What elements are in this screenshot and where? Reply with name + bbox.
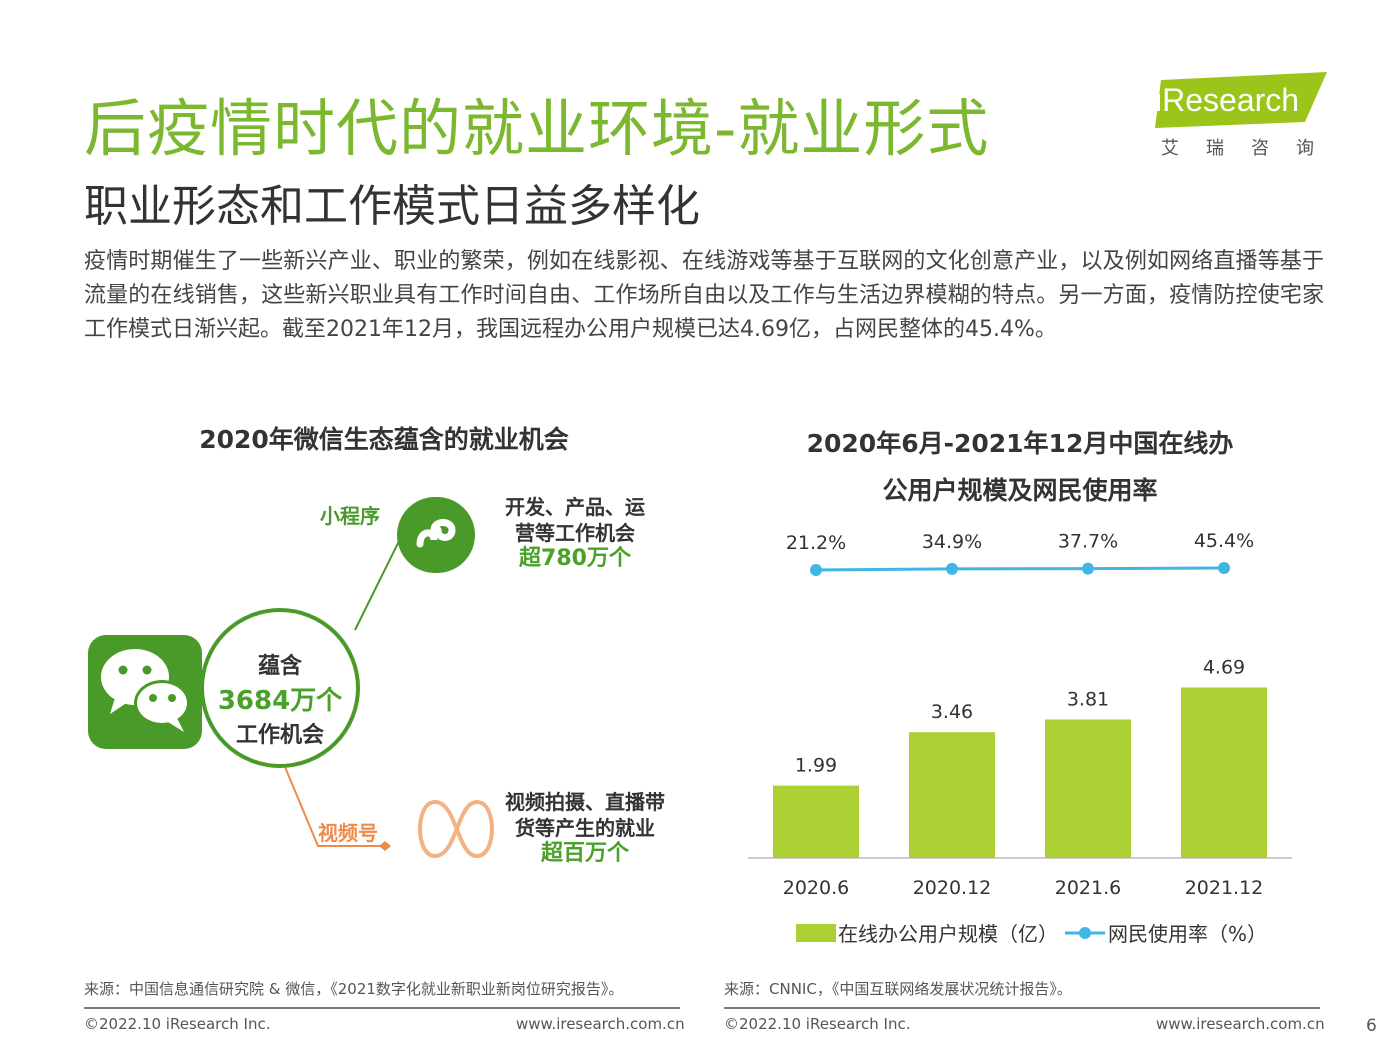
x-tick-label: 2021.6: [1055, 877, 1121, 899]
bar-2020.12: [909, 732, 995, 858]
left-panel-title: 2020年微信生态蕴含的就业机会: [199, 425, 569, 454]
x-tick-label: 2021.12: [1185, 877, 1264, 899]
logo-banner-shape: [1155, 72, 1327, 128]
mini-program-desc-line1: 开发、产品、运: [505, 495, 645, 519]
mini-program-description: 开发、产品、运 营等工作机会 超780万个: [490, 494, 660, 572]
center-line3: 工作机会: [235, 723, 324, 748]
usage-rate-point: [1218, 562, 1230, 574]
usage-rate-label: 37.7%: [1058, 531, 1118, 553]
channels-icon: [418, 799, 494, 859]
chart-title-line1: 2020年6月-2021年12月中国在线办: [806, 429, 1234, 458]
legend-line-marker: [1079, 927, 1091, 939]
usage-rate-label: 34.9%: [922, 531, 982, 553]
left-source: 来源：中国信息通信研究院 & 微信，《2021数字化就业新职业新岗位研究报告》。: [84, 980, 624, 998]
bar-value-label: 3.81: [1067, 688, 1109, 710]
iresearch-logo: iResearch 艾瑞咨询: [1155, 72, 1330, 162]
page-subtitle: 职业形态和工作模式日益多样化: [84, 181, 700, 232]
bar-value-label: 4.69: [1203, 656, 1245, 678]
intro-paragraph: 疫情时期催生了一些新兴产业、职业的繁荣，例如在线影视、在线游戏等基于互联网的文化…: [84, 249, 1324, 342]
x-tick-label: 2020.6: [783, 877, 849, 899]
right-footer-copyright: ©2022.10 iResearch Inc.: [724, 1015, 911, 1033]
channels-desc-line1: 视频拍摄、直播带: [505, 790, 665, 814]
mini-program-desc-line2: 营等工作机会: [515, 521, 635, 545]
usage-rate-line: [815, 566, 1225, 572]
legend-bar-swatch: [796, 924, 836, 942]
left-footer-copyright: ©2022.10 iResearch Inc.: [84, 1015, 271, 1033]
usage-rate-label: 21.2%: [786, 532, 846, 554]
channels-label: 视频号: [318, 821, 378, 845]
legend-bar-label: 在线办公用户规模（亿）: [838, 922, 1058, 946]
bar-value-label: 3.46: [931, 701, 973, 723]
bar-2020.6: [773, 785, 859, 858]
legend-line-label: 网民使用率（%）: [1108, 922, 1267, 946]
mini-program-label: 小程序: [320, 504, 380, 528]
logo-name: iResearch: [1155, 82, 1300, 118]
bottom-connector-diamond: [379, 841, 391, 851]
left-footer-url[interactable]: www.iresearch.com.cn: [516, 1015, 685, 1033]
center-circle: [200, 608, 360, 768]
right-footer-url[interactable]: www.iresearch.com.cn: [1156, 1015, 1325, 1033]
mini-program-highlight: 超780万个: [519, 546, 631, 571]
channels-description: 视频拍摄、直播带 货等产生的就业 超百万个: [490, 789, 680, 867]
usage-rate-label: 45.4%: [1194, 530, 1254, 552]
ecosystem-diagram: [88, 497, 494, 859]
right-footer-rule: [724, 1007, 1320, 1009]
chart-title-line2: 公用户规模及网民使用率: [882, 476, 1158, 505]
right-source: 来源：CNNIC，《中国互联网络发展状况统计报告》。: [724, 980, 1072, 998]
channels-highlight: 超百万个: [540, 841, 629, 866]
bar-2021.12: [1181, 687, 1267, 858]
page-number: 6: [1366, 1016, 1377, 1036]
logo-subtext: 艾瑞咨询: [1161, 138, 1341, 159]
wechat-icon: [88, 635, 202, 749]
usage-rate-point: [810, 564, 822, 576]
channels-desc-line2: 货等产生的就业: [515, 816, 655, 840]
bar-2021.6: [1045, 719, 1131, 858]
center-line1: 蕴含: [257, 654, 302, 679]
center-line2: 3684万个: [217, 686, 343, 716]
usage-rate-point: [1082, 562, 1094, 575]
mini-program-icon-detail: [399, 497, 475, 573]
chart-area: 1.99 2020.6 3.46 2020.12 3.81 2021.6 4.69 2021.…: [748, 530, 1292, 946]
bar-value-label: 1.99: [795, 755, 837, 777]
center-text: 蕴含 3684万个 工作机会: [200, 648, 360, 749]
x-tick-label: 2020.12: [913, 877, 992, 899]
page-title: 后疫情时代的就业环境-就业形式: [84, 92, 990, 165]
usage-rate-point: [946, 562, 958, 575]
left-footer-rule: [84, 1007, 680, 1009]
